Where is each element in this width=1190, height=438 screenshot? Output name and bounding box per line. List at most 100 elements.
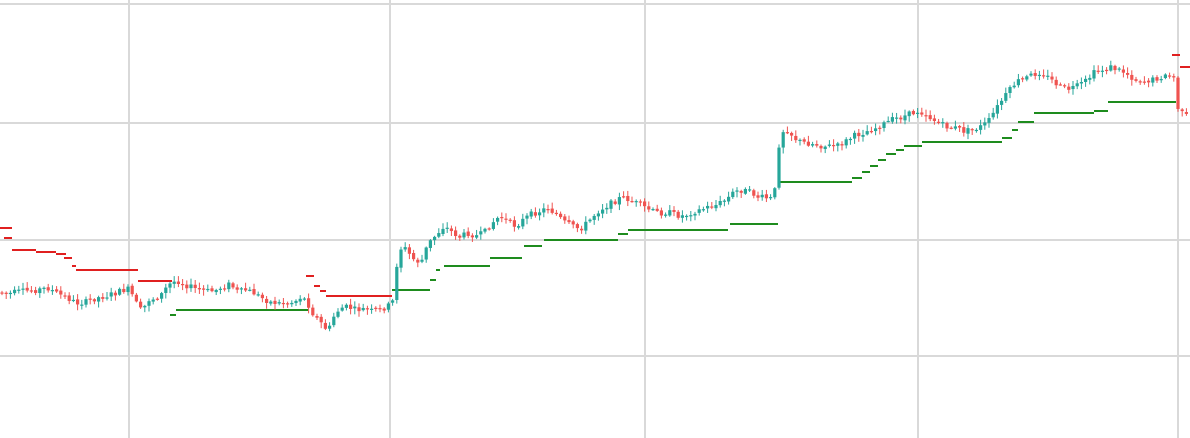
candle-down [311,307,315,316]
candle-down [1067,86,1071,90]
candle-up [361,307,365,311]
candle-up [718,200,722,206]
candle-up [1004,93,1008,101]
candle-down [622,196,626,198]
candle-down [349,304,353,309]
candle-down [655,208,659,211]
candle-down [281,302,285,305]
candle-up [126,286,130,293]
candle-up [8,292,12,295]
candle-up [987,118,991,123]
candle-up [601,209,605,214]
candle-down [235,287,239,290]
candle-down [924,115,928,117]
candle-down [101,297,105,299]
candle-down [1121,69,1125,73]
candle-down [945,122,949,129]
candle-down [638,201,642,203]
candle-down [899,117,903,120]
candle-up [332,316,336,326]
candle-up [118,288,122,295]
candle-down [466,231,470,236]
candle-up [1037,74,1041,77]
candle-up [693,213,697,216]
candle-up [344,304,348,308]
candle-up [50,290,54,292]
candle-down [46,287,50,291]
candle-down [567,220,571,223]
candle-up [760,194,764,198]
candle-up [239,288,243,290]
candle-down [449,228,453,232]
candle-down [244,288,248,291]
candle-down [458,235,462,238]
candle-down [512,220,516,227]
candle-up [475,235,479,238]
candle-up [907,111,911,117]
candle-down [210,288,214,292]
candle-up [890,117,894,122]
candle-down [710,206,714,208]
candle-down [500,217,504,219]
candle-up [17,289,21,291]
candle-up [168,283,172,288]
candle-up [151,299,155,302]
candle-up [617,197,621,205]
candle-down [1155,77,1159,81]
candle-up [685,215,689,218]
candle-down [626,195,630,202]
candle-down [1021,78,1025,80]
candle-up [277,302,281,304]
candle-up [399,249,403,268]
candle-down [1050,76,1054,80]
candle-up [441,228,445,234]
candle-up [983,122,987,126]
candle-up [433,236,437,241]
candle-up [483,228,487,232]
candle-down [252,289,256,295]
candle-up [353,306,357,309]
candle-up [214,289,218,293]
candle-down [4,292,8,294]
candle-down [764,194,768,199]
candle-up [298,298,302,302]
candle-down [122,288,126,293]
candle-up [777,147,781,188]
candle-up [714,205,718,209]
candle-up [1046,75,1050,77]
candle-up [428,240,432,248]
candle-up [1016,79,1020,86]
candle-down [819,145,823,149]
candle-up [395,266,399,300]
candle-up [172,281,176,284]
candle-up [370,308,374,310]
candle-up [634,201,638,203]
candle-down [550,208,554,213]
candle-up [1008,87,1012,94]
candle-down [1042,75,1046,77]
candle-down [1180,109,1184,112]
candle-down [63,295,67,297]
candle-up [701,209,705,211]
candle-up [302,298,306,300]
candle-down [559,213,563,218]
candle-up [42,287,46,289]
candle-up [853,132,857,139]
candle-up [1012,85,1016,88]
candle-down [647,206,651,210]
candle-down [840,144,844,146]
candle-down [357,307,361,312]
candle-down [416,259,420,263]
candle-down [134,294,138,302]
candle-down [260,294,264,299]
candle-up [1117,68,1121,70]
candle-up [844,139,848,146]
candle-down [1134,79,1138,81]
candle-up [798,139,802,142]
candle-down [785,132,789,134]
candle-down [130,285,134,295]
candle-up [525,215,529,219]
candle-up [596,213,600,217]
candle-down [1126,72,1130,75]
candle-down [223,288,227,290]
